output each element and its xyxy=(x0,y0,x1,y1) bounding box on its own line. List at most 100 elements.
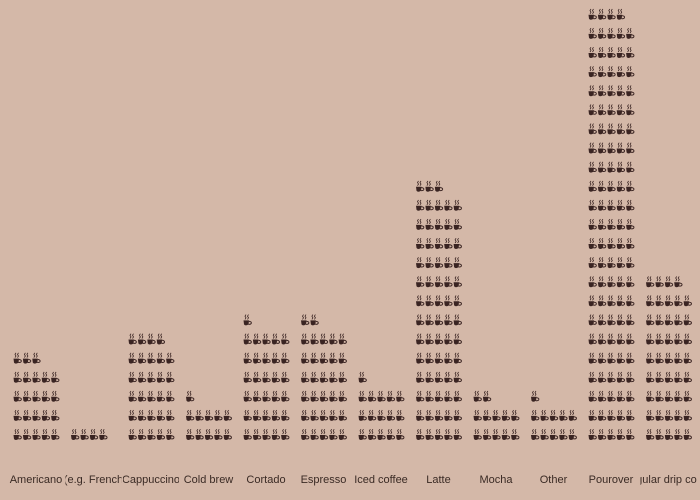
coffee-cup-icon xyxy=(128,371,137,383)
coffee-cup-icon xyxy=(377,409,386,421)
coffee-cup-icon xyxy=(501,428,511,440)
coffee-cup-icon xyxy=(147,352,156,364)
coffee-cup-icon xyxy=(32,390,41,402)
coffee-cup-icon xyxy=(453,314,462,326)
coffee-cup-icon xyxy=(425,371,434,383)
coffee-cup-icon xyxy=(156,428,166,440)
coffee-cup-icon xyxy=(588,104,597,116)
coffee-cup-icon xyxy=(616,237,626,249)
coffee-cup-icon xyxy=(262,371,271,383)
coffee-cup-icon xyxy=(301,333,310,345)
coffee-cup-icon xyxy=(434,314,444,326)
coffee-cup-icon xyxy=(664,333,674,345)
coffee-cup-icon xyxy=(425,333,434,345)
coffee-cup-icon xyxy=(683,333,692,345)
coffee-cup-icon xyxy=(319,390,329,402)
coffee-cup-icon xyxy=(616,218,626,230)
coffee-cup-icon xyxy=(588,314,597,326)
coffee-cup-icon xyxy=(453,276,462,288)
coffee-cup-icon xyxy=(588,409,597,421)
coffee-cup-icon xyxy=(597,314,607,326)
coffee-cup-icon xyxy=(444,237,453,249)
coffee-cup-icon xyxy=(607,276,616,288)
coffee-cup-icon xyxy=(683,295,692,307)
coffee-cup-icon xyxy=(597,142,607,154)
coffee-cup-icon xyxy=(416,257,425,269)
pictogram-column xyxy=(358,371,405,440)
coffee-cup-icon xyxy=(626,85,635,97)
coffee-cup-icon xyxy=(51,409,60,421)
coffee-cup-icon xyxy=(655,371,664,383)
coffee-cup-icon xyxy=(664,428,674,440)
coffee-cup-icon xyxy=(646,295,655,307)
coffee-cup-icon xyxy=(310,390,319,402)
coffee-cup-icon xyxy=(674,314,683,326)
coffee-cup-icon xyxy=(262,352,271,364)
coffee-cup-icon xyxy=(626,352,635,364)
coffee-cup-icon xyxy=(358,390,367,402)
coffee-cup-icon xyxy=(271,390,281,402)
coffee-cup-icon xyxy=(683,390,692,402)
coffee-cup-icon xyxy=(597,27,607,39)
category-label: Espresso xyxy=(301,474,347,486)
coffee-cup-icon xyxy=(271,352,281,364)
coffee-cup-icon xyxy=(358,371,367,383)
coffee-cup-icon xyxy=(616,295,626,307)
coffee-cup-icon xyxy=(166,428,175,440)
coffee-cup-icon xyxy=(41,390,51,402)
category-label: Cappuccino xyxy=(122,474,180,486)
category-label: Americano xyxy=(10,474,63,486)
coffee-cup-icon xyxy=(319,352,329,364)
coffee-cup-icon xyxy=(674,390,683,402)
coffee-cup-icon xyxy=(51,428,60,440)
coffee-cup-icon xyxy=(425,352,434,364)
coffee-cup-icon xyxy=(166,352,175,364)
coffee-cup-icon xyxy=(607,27,616,39)
coffee-cup-icon xyxy=(195,428,204,440)
coffee-cup-icon xyxy=(262,409,271,421)
coffee-cup-icon xyxy=(646,428,655,440)
coffee-cup-icon xyxy=(41,409,51,421)
coffee-cup-icon xyxy=(626,142,635,154)
coffee-cup-icon xyxy=(214,428,223,440)
coffee-cup-icon xyxy=(597,66,607,78)
coffee-cup-icon xyxy=(616,314,626,326)
coffee-cup-icon xyxy=(588,428,597,440)
coffee-cup-icon xyxy=(434,276,444,288)
coffee-cup-icon xyxy=(616,390,626,402)
coffee-cup-icon xyxy=(511,428,520,440)
coffee-cup-icon xyxy=(674,428,683,440)
coffee-cup-icon xyxy=(664,371,674,383)
coffee-cup-icon xyxy=(434,199,444,211)
coffee-cup-icon xyxy=(646,352,655,364)
coffee-cup-icon xyxy=(588,180,597,192)
coffee-cup-icon xyxy=(655,295,664,307)
coffee-cup-icon xyxy=(607,180,616,192)
coffee-cup-icon xyxy=(531,409,540,421)
category-label: Cold brew xyxy=(184,474,234,486)
coffee-cup-icon xyxy=(607,428,616,440)
coffee-cup-icon xyxy=(32,352,41,364)
coffee-cup-icon xyxy=(329,371,338,383)
coffee-cup-icon xyxy=(588,161,597,173)
coffee-cup-icon xyxy=(41,428,51,440)
coffee-cup-icon xyxy=(588,352,597,364)
coffee-cup-icon xyxy=(147,390,156,402)
coffee-cup-icon xyxy=(22,390,32,402)
coffee-cup-icon xyxy=(616,8,626,20)
coffee-cup-icon xyxy=(444,218,453,230)
pictogram-column xyxy=(71,428,108,440)
coffee-cup-icon xyxy=(655,333,664,345)
coffee-cup-icon xyxy=(367,390,377,402)
coffee-cup-icon xyxy=(588,390,597,402)
coffee-cup-icon xyxy=(616,352,626,364)
coffee-cup-icon xyxy=(655,352,664,364)
coffee-cup-icon xyxy=(674,333,683,345)
coffee-cup-icon xyxy=(597,276,607,288)
coffee-cup-icon xyxy=(271,371,281,383)
coffee-cup-icon xyxy=(147,371,156,383)
coffee-cup-icon xyxy=(588,199,597,211)
coffee-cup-icon xyxy=(607,314,616,326)
coffee-cup-icon xyxy=(540,409,549,421)
